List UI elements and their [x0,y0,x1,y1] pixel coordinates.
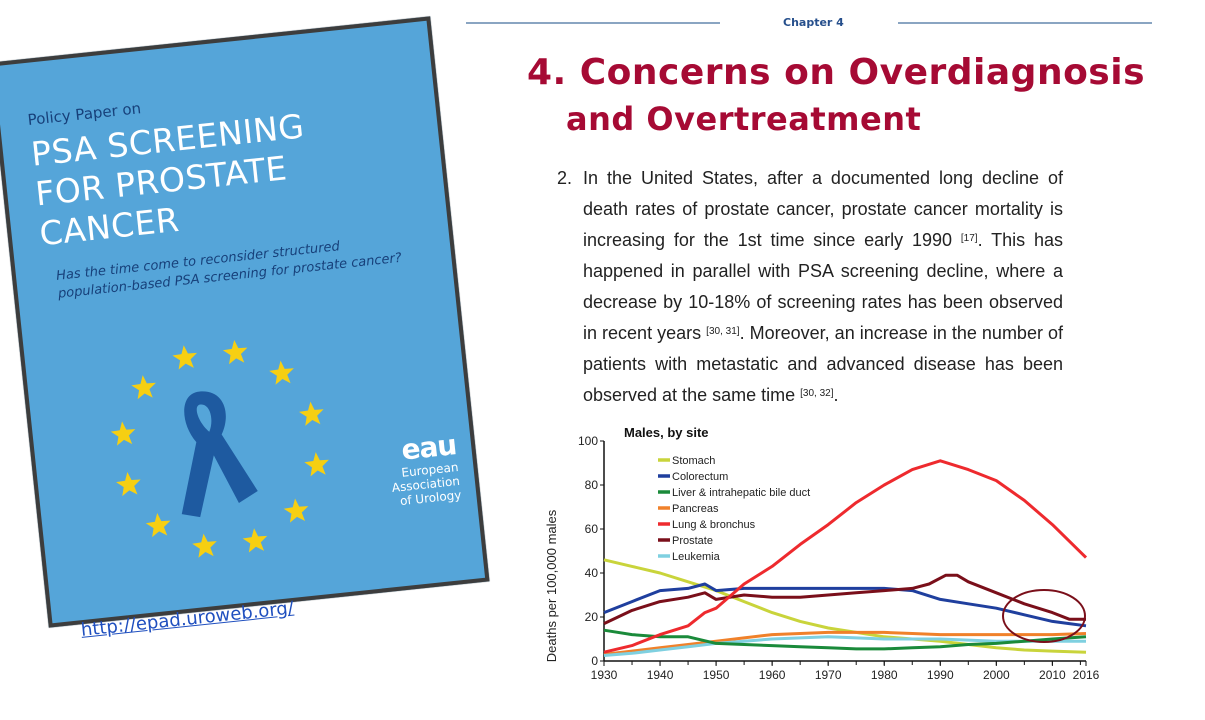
chart-title: Males, by site [624,425,709,440]
cover-title: PSA SCREENING FOR PROSTATE CANCER [29,106,314,254]
citation: [30, 32] [800,388,834,399]
y-tick-label: 40 [585,566,599,580]
mortality-line-chart: Males, by site Deaths per 100,000 males … [544,425,1100,682]
x-tick-label: 2010 [1039,668,1066,682]
star-icon [172,345,197,370]
legend-label: Leukemia [672,551,721,563]
legend-label: Colorectum [672,471,728,483]
eu-star-circle [110,339,329,558]
chapter-label: Chapter 4 [783,16,844,29]
star-icon [110,421,136,446]
x-tick-label: 1990 [927,668,954,682]
y-axis-label: Deaths per 100,000 males [544,509,559,662]
paragraph-text: . Moreover, an increase in the number of… [583,323,1064,405]
star-icon [299,401,324,426]
x-tick-label: 1960 [759,668,786,682]
eau-logo: eau European Association of Urology [375,428,462,510]
series-line-prostate [603,573,1086,625]
item-number: 2. [557,168,573,188]
paragraph-body: In the United States, after a documented… [583,163,1063,411]
y-tick-label: 60 [585,522,599,536]
x-tick-label: 2016 [1073,668,1100,682]
series-line-pancreas [603,630,1087,656]
awareness-ribbon-icon [181,391,258,518]
x-tick-label: 1950 [703,668,730,682]
policy-paper-cover: Policy Paper on PSA SCREENING FOR PROSTA… [0,16,490,628]
star-icon [192,533,217,558]
legend-label: Pancreas [672,503,719,515]
star-icon [242,528,268,553]
paragraph-text: . [833,385,839,405]
highlight-circle [1002,589,1086,643]
star-icon [269,360,294,385]
paragraph-text: In the United States, after a documented… [583,168,1063,250]
citation: [30, 31] [706,326,740,337]
section-heading-continued: and Overtreatment [566,100,922,138]
y-tick-label: 80 [585,478,599,492]
star-icon [283,498,309,523]
y-tick-label: 0 [591,654,598,668]
citation: [17] [960,233,978,244]
y-tick-label: 100 [578,434,598,448]
series-line-liver-intrahepatic-bile-duct [603,628,1087,651]
star-icon [131,375,156,400]
series-line-colorectum [603,582,1087,628]
numbered-paragraph: 2. In the United States, after a documen… [557,163,1063,411]
legend-label: Stomach [672,455,715,467]
series-line-lung-bronchus [603,459,1088,654]
star-icon [222,339,248,365]
x-tick-label: 1930 [591,668,618,682]
x-tick-label: 1970 [815,668,842,682]
paragraph-text: . This has happened in parallel with PSA… [583,230,1063,343]
x-tick-label: 1980 [871,668,898,682]
legend-label: Liver & intrahepatic bile duct [672,487,810,499]
x-tick-label: 1940 [647,668,674,682]
chapter-divider-left [466,22,720,24]
star-icon [116,471,141,497]
x-tick-label: 2000 [983,668,1010,682]
legend-label: Prostate [672,535,713,547]
star-icon [145,512,171,538]
star-icon [304,452,329,477]
section-heading: 4. Concerns on Overdiagnosis [527,52,1146,93]
legend-label: Lung & bronchus [672,519,756,531]
y-tick-label: 20 [585,610,599,624]
series-line-stomach [603,558,1087,654]
chapter-divider-right [898,22,1152,24]
series-line-leukemia [603,635,1086,657]
